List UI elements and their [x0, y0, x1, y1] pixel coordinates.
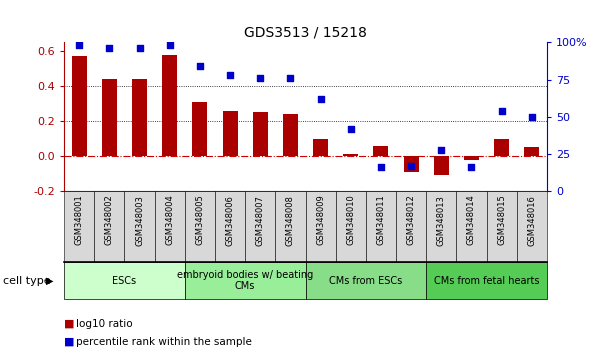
Bar: [517, 191, 547, 262]
Title: GDS3513 / 15218: GDS3513 / 15218: [244, 26, 367, 40]
Point: [316, 96, 326, 102]
Bar: [434, 156, 449, 176]
Point: [527, 114, 536, 120]
Bar: [162, 55, 177, 156]
Bar: [426, 191, 456, 262]
Point: [497, 108, 507, 114]
Bar: [155, 191, 185, 262]
Text: GSM348003: GSM348003: [135, 195, 144, 246]
Bar: [306, 262, 426, 299]
Bar: [185, 191, 215, 262]
Bar: [403, 156, 419, 172]
Text: GSM348015: GSM348015: [497, 195, 506, 245]
Text: GSM348007: GSM348007: [256, 195, 265, 246]
Text: CMs from fetal hearts: CMs from fetal hearts: [434, 275, 540, 286]
Bar: [64, 262, 185, 299]
Text: ESCs: ESCs: [112, 275, 136, 286]
Bar: [185, 262, 306, 299]
Bar: [396, 191, 426, 262]
Text: GSM348009: GSM348009: [316, 195, 325, 245]
Text: GSM348004: GSM348004: [165, 195, 174, 245]
Text: log10 ratio: log10 ratio: [76, 319, 133, 329]
Point: [225, 72, 235, 78]
Point: [376, 165, 386, 170]
Bar: [426, 262, 547, 299]
Bar: [335, 191, 366, 262]
Bar: [125, 191, 155, 262]
Text: embryoid bodies w/ beating
CMs: embryoid bodies w/ beating CMs: [177, 270, 313, 291]
Text: GSM348006: GSM348006: [225, 195, 235, 246]
Point: [165, 42, 175, 48]
Text: GSM348005: GSM348005: [196, 195, 205, 245]
Text: ▶: ▶: [46, 275, 54, 286]
Text: GSM348011: GSM348011: [376, 195, 386, 245]
Bar: [71, 57, 87, 156]
Bar: [222, 111, 238, 156]
Bar: [132, 79, 147, 156]
Text: GSM348016: GSM348016: [527, 195, 536, 246]
Bar: [373, 146, 389, 156]
Text: cell type: cell type: [3, 275, 51, 286]
Bar: [366, 191, 396, 262]
Point: [346, 126, 356, 132]
Text: CMs from ESCs: CMs from ESCs: [329, 275, 403, 286]
Bar: [102, 79, 117, 156]
Bar: [245, 191, 276, 262]
Bar: [524, 147, 540, 156]
Point: [406, 163, 416, 169]
Point: [285, 75, 295, 81]
Point: [467, 165, 477, 170]
Bar: [283, 114, 298, 156]
Bar: [94, 191, 125, 262]
Bar: [494, 139, 509, 156]
Text: GSM348001: GSM348001: [75, 195, 84, 245]
Point: [134, 46, 144, 51]
Bar: [313, 139, 328, 156]
Text: percentile rank within the sample: percentile rank within the sample: [76, 337, 252, 347]
Bar: [64, 191, 94, 262]
Bar: [306, 191, 335, 262]
Bar: [486, 191, 517, 262]
Point: [195, 63, 205, 69]
Point: [255, 75, 265, 81]
Text: GSM348002: GSM348002: [105, 195, 114, 245]
Text: GSM348010: GSM348010: [346, 195, 355, 245]
Point: [436, 147, 446, 152]
Point: [75, 42, 84, 48]
Bar: [192, 102, 208, 156]
Bar: [464, 156, 479, 160]
Bar: [343, 154, 358, 156]
Text: GSM348008: GSM348008: [286, 195, 295, 246]
Text: ■: ■: [64, 319, 75, 329]
Bar: [215, 191, 245, 262]
Bar: [276, 191, 306, 262]
Bar: [253, 113, 268, 156]
Text: ■: ■: [64, 337, 75, 347]
Text: GSM348013: GSM348013: [437, 195, 446, 246]
Text: GSM348012: GSM348012: [406, 195, 415, 245]
Point: [104, 46, 114, 51]
Text: GSM348014: GSM348014: [467, 195, 476, 245]
Bar: [456, 191, 486, 262]
